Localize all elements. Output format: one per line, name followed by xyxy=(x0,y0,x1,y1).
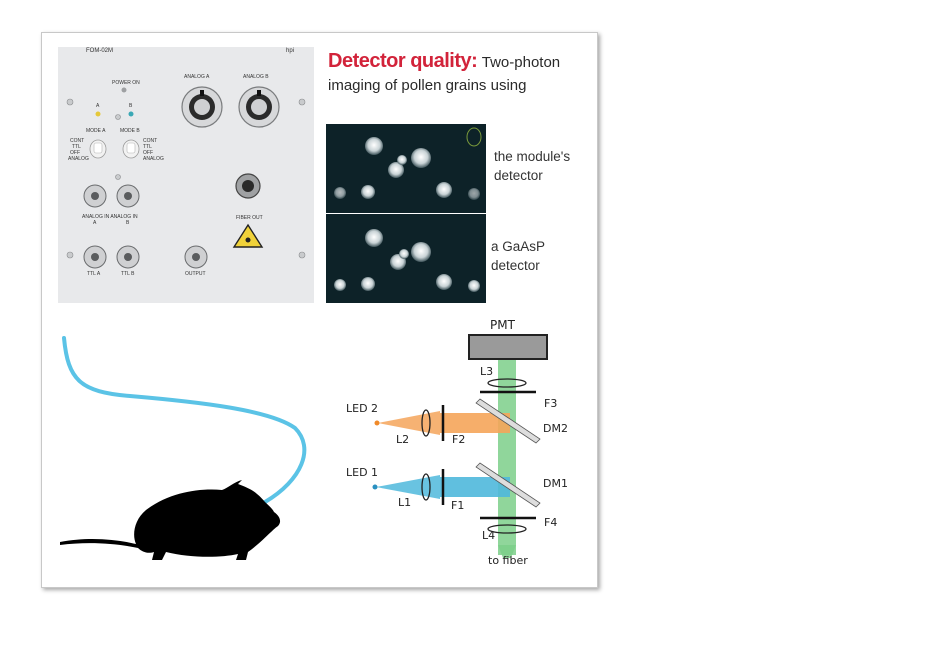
switch-b-opt-3: OFF xyxy=(143,150,153,156)
analog-in-a-label: A xyxy=(93,220,97,226)
power-on-label: POWER ON xyxy=(112,80,140,86)
label-led1: LED 1 xyxy=(346,466,378,479)
switch-a-opt-2: TTL xyxy=(72,144,81,150)
switch-a-opt-1: CONT xyxy=(70,138,85,144)
caption-1-line-2: detector xyxy=(494,168,543,183)
micrograph-2-caption: a GaAsP detector xyxy=(491,237,545,275)
lens-l1 xyxy=(421,473,431,501)
switch-a-opt-4: ANALOG xyxy=(68,156,89,162)
analog-in-b-label: B xyxy=(126,220,130,226)
output-label: OUTPUT xyxy=(185,271,206,277)
caption-1-line-1: the module's xyxy=(494,149,571,164)
pmt-box xyxy=(468,334,548,360)
led-b-label: B xyxy=(129,103,133,109)
blue-beam xyxy=(376,475,440,499)
label-f4: F4 xyxy=(544,516,557,529)
label-f2: F2 xyxy=(452,433,465,446)
label-dm2: DM2 xyxy=(543,422,568,435)
laser-warning-icon xyxy=(232,223,264,248)
pollen-image-1 xyxy=(334,127,482,200)
lens-l2 xyxy=(421,409,431,437)
mode-b-label: MODE B xyxy=(120,128,140,134)
switch-a-opt-3: OFF xyxy=(70,150,80,156)
mode-a-label: MODE A xyxy=(86,128,106,134)
device-front-panel: FOM-02M hpi POWER ON ANALOG A ANALOG B A… xyxy=(58,47,314,303)
label-to-fiber: to fiber xyxy=(488,554,528,567)
led-1-icon xyxy=(372,484,378,490)
orange-beam xyxy=(378,411,440,435)
dichroic-dm2 xyxy=(475,398,541,444)
panel-brand-label: hpi xyxy=(286,48,295,54)
led-a-label: A xyxy=(96,103,100,109)
micrograph-module-detector xyxy=(326,124,486,213)
mode-a-switch xyxy=(89,139,107,159)
optical-schematic: PMT L3 F3 LED 2 L2 F2 DM2 LED 1 L1 F1 DM… xyxy=(346,318,568,567)
green-beam xyxy=(498,350,516,555)
label-l4: L4 xyxy=(482,529,495,542)
micrograph-1-caption: the module's detector xyxy=(494,147,570,185)
analog-a-label: ANALOG A xyxy=(184,74,210,80)
title-line2: imaging of pollen grains using xyxy=(328,77,527,94)
analog-b-label: ANALOG B xyxy=(243,74,269,80)
switch-b-opt-4: ANALOG xyxy=(143,156,164,162)
label-pmt: PMT xyxy=(490,318,516,332)
dichroic-dm1 xyxy=(475,462,541,508)
label-dm1: DM1 xyxy=(543,477,568,490)
device-panel-drawing xyxy=(58,47,314,303)
mouse-silhouette-icon xyxy=(60,480,281,560)
label-l1: L1 xyxy=(398,496,411,509)
lens-l3 xyxy=(487,378,527,388)
title-rest: Two-photon xyxy=(481,54,561,71)
mode-b-switch xyxy=(122,139,140,159)
panel-model-label: FOM-02M xyxy=(86,48,113,54)
mouse-with-fiber xyxy=(60,336,307,560)
analog-b-knob xyxy=(238,86,280,128)
label-l2: L2 xyxy=(396,433,409,446)
lens-l4 xyxy=(487,524,527,534)
ttl-a-label: TTL A xyxy=(87,271,101,277)
micrograph-gaasp-detector xyxy=(326,214,486,303)
fiber-out-label: FIBER OUT xyxy=(236,215,263,221)
label-l3: L3 xyxy=(480,365,493,378)
caption-2-line-2: detector xyxy=(491,258,540,273)
analog-a-knob xyxy=(181,86,223,128)
label-f3: F3 xyxy=(544,397,557,410)
caption-2-line-1: a GaAsP xyxy=(491,239,546,254)
switch-b-opt-1: CONT xyxy=(143,138,158,144)
optical-fiber-cable xyxy=(62,336,307,504)
analog-in-label: ANALOG IN ANALOG IN xyxy=(82,214,138,220)
title-highlight: Detector quality: xyxy=(328,50,478,72)
switch-b-opt-2: TTL xyxy=(143,144,152,150)
fiber-out-port xyxy=(235,173,261,199)
label-f1: F1 xyxy=(451,499,464,512)
ttl-b-label: TTL B xyxy=(121,271,135,277)
pollen-image-2 xyxy=(334,229,480,292)
detector-quality-title: Detector quality: Two-photon imaging of … xyxy=(328,50,590,94)
led-2-icon xyxy=(374,420,380,426)
label-led2: LED 2 xyxy=(346,402,378,415)
